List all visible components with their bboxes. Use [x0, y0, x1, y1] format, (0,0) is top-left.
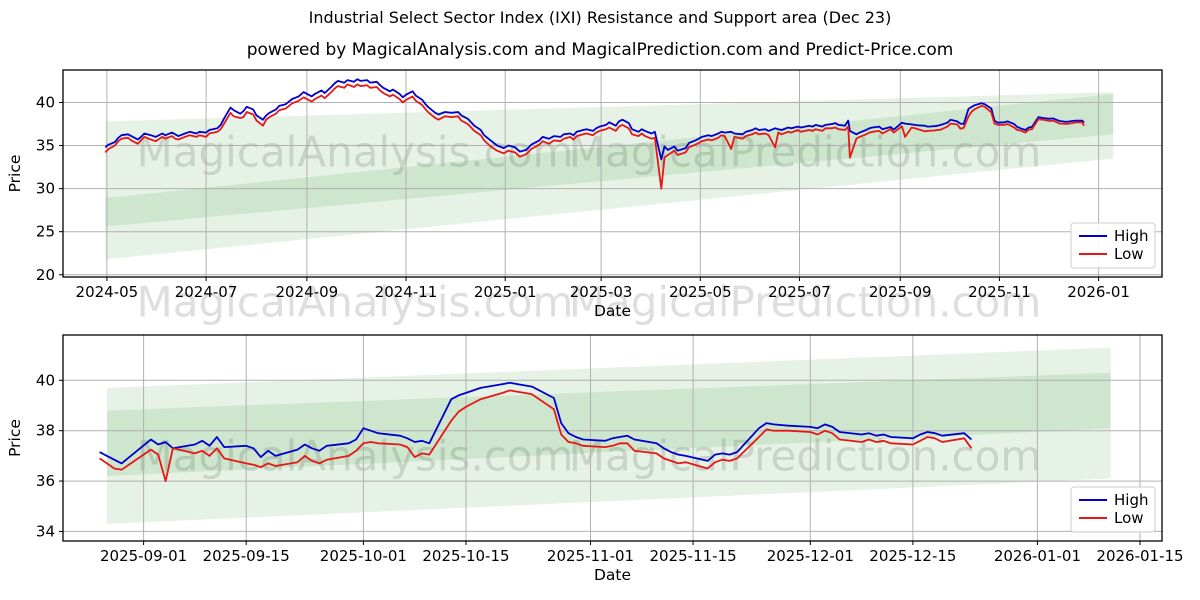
legend-box: [1070, 222, 1156, 269]
x-axis-label: Date: [594, 566, 631, 584]
plot-border: [62, 334, 1163, 542]
x-tick-label: 2025-11: [968, 283, 1031, 301]
bottom-chart-support-area: [107, 372, 1111, 524]
y-axis-label: Price: [6, 419, 24, 457]
x-tick-label: 2025-09-01: [100, 547, 187, 565]
x-tick-label: 2025-11-01: [547, 547, 634, 565]
y-tick-label: 20: [36, 266, 55, 284]
x-tick-label: 2025-01: [474, 283, 537, 301]
legend-label-high: High: [1114, 491, 1148, 509]
figure-subtitle: powered by MagicalAnalysis.com and Magic…: [246, 40, 954, 60]
x-tick-label: 2025-03: [570, 283, 633, 301]
x-tick-label: 2024-09: [276, 283, 339, 301]
top-chart-series-high: [104, 78, 1085, 161]
y-axis-label: Price: [6, 155, 24, 193]
x-tick-label: 2025-12-15: [869, 547, 956, 565]
bottom-chart-series-high: [99, 381, 973, 465]
watermark-text: MagicalPrediction.com: [569, 278, 1042, 327]
top-chart: 2024-05 2024-07 2024-09 2024-11 2025-01 2025-…: [6, 69, 1163, 320]
top-chart-resistance-area: [105, 92, 1114, 227]
figure-title: Industrial Select Sector Index (IXI) Res…: [308, 8, 892, 27]
watermark-text: MagicalPrediction.com: [569, 128, 1042, 177]
x-tick-label: 2025-09-15: [203, 547, 290, 565]
grid: [63, 70, 1162, 277]
x-tick-label: 2025-07: [768, 283, 831, 301]
legend-label-high: High: [1114, 227, 1148, 245]
y-tick-label: 36: [36, 472, 55, 490]
legend-box: [1070, 486, 1156, 533]
bottom-chart-resistance-area: [107, 347, 1111, 476]
plot-border: [62, 69, 1163, 278]
x-tick-label: 2024-07: [175, 283, 238, 301]
legend-label-low: Low: [1114, 245, 1144, 263]
legend-label-low: Low: [1114, 509, 1144, 527]
watermark-text: MagicalPrediction.com: [569, 432, 1042, 481]
x-tick-label: 2025-05: [669, 283, 732, 301]
x-tick-label: 2025-09: [869, 283, 932, 301]
x-tick-label: 2025-12-01: [767, 547, 854, 565]
watermark-text: MagicalAnalysis.com: [137, 278, 574, 327]
top-chart-series-low: [104, 83, 1085, 190]
y-tick-label: 40: [36, 93, 55, 111]
x-tick-label: 2026-01-01: [994, 547, 1081, 565]
grid: [63, 335, 1162, 541]
y-tick-label: 38: [36, 422, 55, 440]
x-tick-label: 2025-10-01: [320, 547, 407, 565]
bottom-chart-series-low: [99, 389, 973, 483]
x-tick-label: 2026-01-15: [1096, 547, 1183, 565]
axis-ticks: 2024-05 2024-07 2024-09 2024-11 2025-01 2025-…: [36, 93, 1130, 301]
x-axis-label: Date: [594, 302, 631, 320]
y-tick-label: 40: [36, 371, 55, 389]
x-tick-label: 2024-05: [76, 283, 139, 301]
y-tick-label: 30: [36, 180, 55, 198]
top-chart-support-area: [105, 93, 1114, 260]
x-tick-label: 2026-01: [1067, 283, 1130, 301]
bottom-chart: 2025-09-01 2025-09-15 2025-10-01 2025-10-15…: [6, 334, 1184, 584]
x-tick-label: 2024-11: [375, 283, 438, 301]
y-tick-label: 25: [36, 223, 55, 241]
x-tick-label: 2025-11-15: [649, 547, 736, 565]
y-tick-label: 34: [36, 522, 55, 540]
y-tick-label: 35: [36, 137, 55, 155]
x-tick-label: 2025-10-15: [422, 547, 509, 565]
axis-ticks: 2025-09-01 2025-09-15 2025-10-01 2025-10-15…: [36, 371, 1184, 565]
